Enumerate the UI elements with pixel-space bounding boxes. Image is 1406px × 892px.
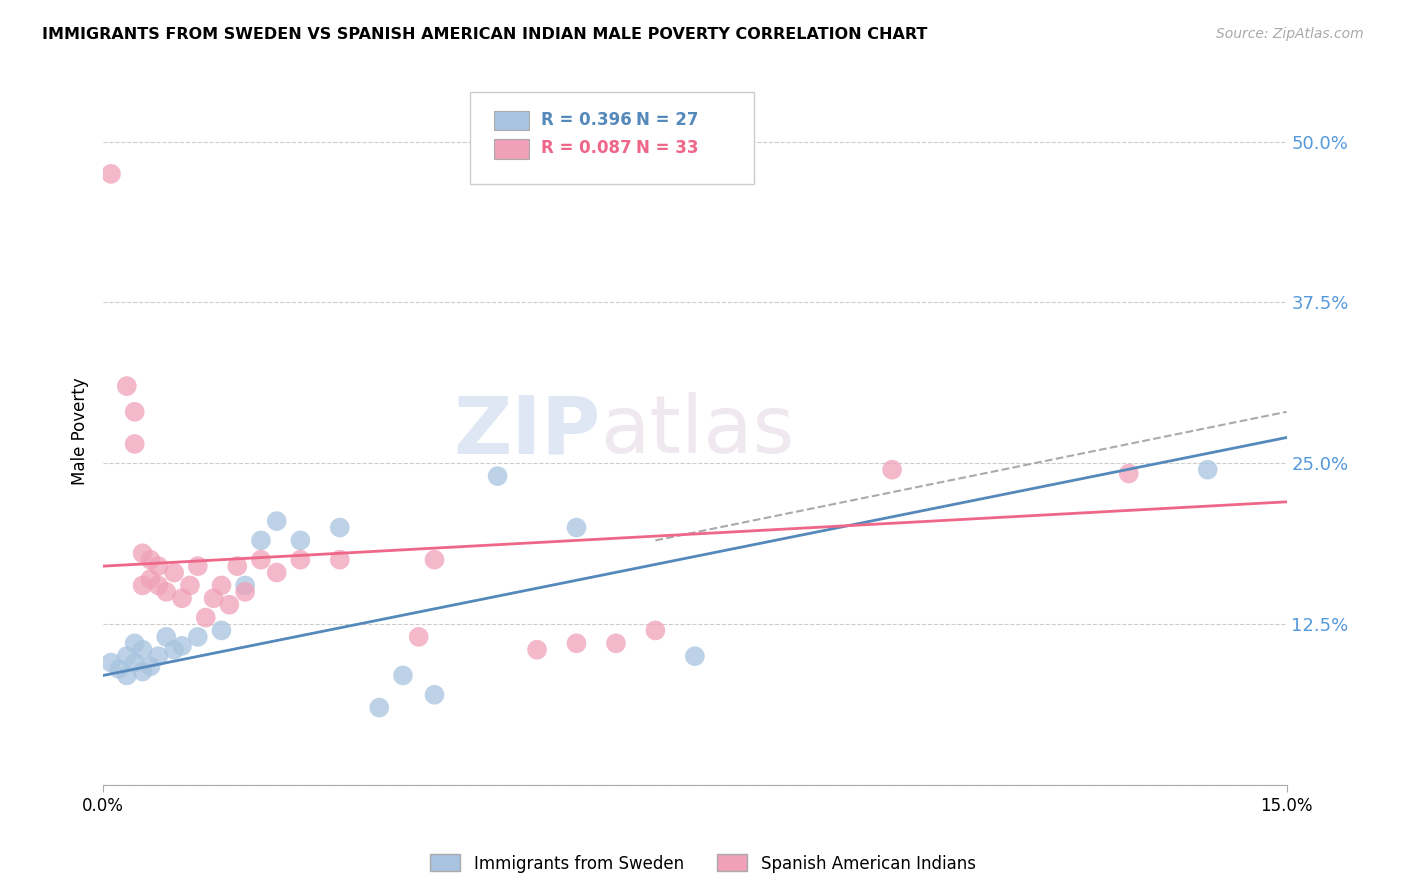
Point [187,630,209,644]
Point [526,642,548,657]
Point [163,566,186,580]
Point [683,649,706,664]
Text: N = 27: N = 27 [636,111,699,128]
Text: R = 0.087: R = 0.087 [541,139,631,157]
Point [115,668,138,682]
Point [486,469,509,483]
Point [115,379,138,393]
Point [565,520,588,534]
Point [163,642,186,657]
Point [139,572,162,586]
Point [100,167,122,181]
Point [179,578,201,592]
Point [148,559,170,574]
Text: Source: ZipAtlas.com: Source: ZipAtlas.com [1216,27,1364,41]
Point [329,520,352,534]
Point [329,552,352,566]
FancyBboxPatch shape [494,139,529,159]
Point [124,636,146,650]
Point [266,514,288,528]
Point [266,566,288,580]
Point [124,405,146,419]
Point [139,659,162,673]
Point [202,591,225,606]
Point [233,585,256,599]
Text: R = 0.396: R = 0.396 [541,111,631,128]
Point [565,636,588,650]
Point [368,700,391,714]
Point [1118,467,1140,481]
FancyBboxPatch shape [470,92,754,184]
Point [170,591,193,606]
FancyBboxPatch shape [494,111,529,130]
Point [139,552,162,566]
Point [211,624,233,638]
Point [194,610,217,624]
Text: N = 33: N = 33 [636,139,699,157]
Point [408,630,430,644]
Point [131,578,153,592]
Point [392,668,415,682]
Point [115,649,138,664]
Point [250,552,273,566]
Point [1197,463,1219,477]
Point [131,665,153,679]
Point [187,559,209,574]
Point [155,585,177,599]
Text: ZIP: ZIP [453,392,600,470]
Text: IMMIGRANTS FROM SWEDEN VS SPANISH AMERICAN INDIAN MALE POVERTY CORRELATION CHART: IMMIGRANTS FROM SWEDEN VS SPANISH AMERIC… [42,27,928,42]
Legend: Immigrants from Sweden, Spanish American Indians: Immigrants from Sweden, Spanish American… [423,847,983,880]
Point [124,437,146,451]
Point [131,642,153,657]
Point [423,688,446,702]
Point [218,598,240,612]
Point [155,630,177,644]
Point [423,552,446,566]
Point [124,656,146,670]
Point [290,533,312,548]
Point [290,552,312,566]
Point [100,656,122,670]
Point [170,639,193,653]
Point [148,578,170,592]
Y-axis label: Male Poverty: Male Poverty [72,377,89,485]
Point [211,578,233,592]
Point [644,624,666,638]
Point [880,463,903,477]
Point [131,546,153,560]
Point [108,662,131,676]
Text: atlas: atlas [600,392,794,470]
Point [250,533,273,548]
Point [605,636,627,650]
Point [226,559,249,574]
Point [148,649,170,664]
Point [233,578,256,592]
